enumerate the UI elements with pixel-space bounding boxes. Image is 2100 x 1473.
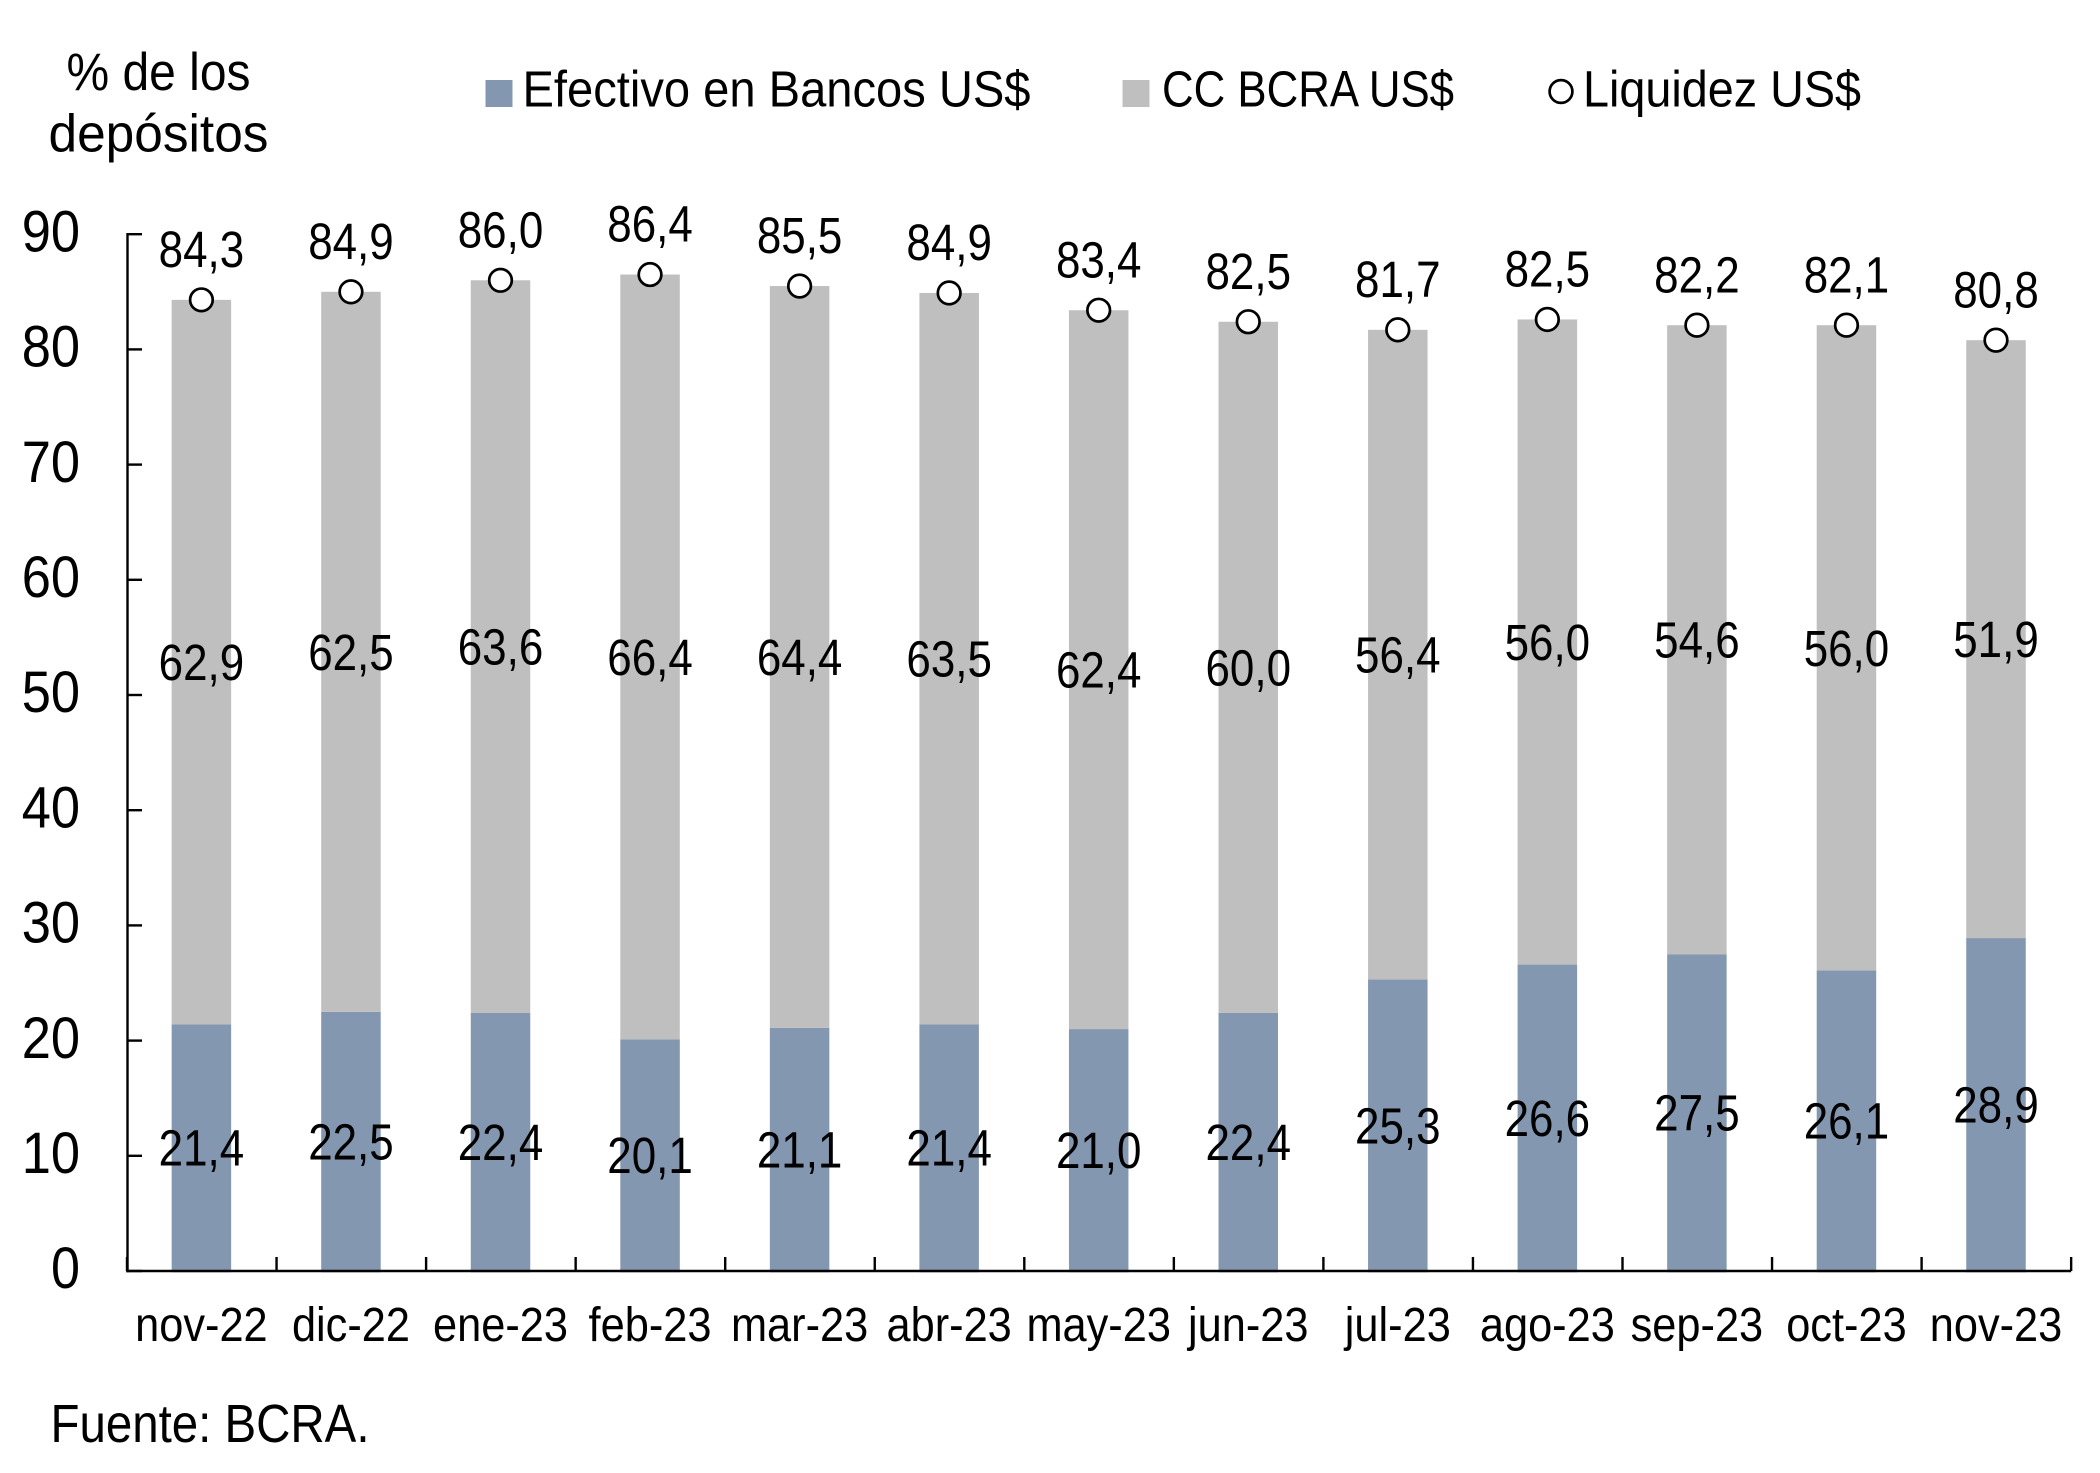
- svg-text:84,9: 84,9: [906, 214, 992, 271]
- svg-text:21,1: 21,1: [757, 1121, 843, 1178]
- svg-text:28,9: 28,9: [1953, 1077, 2039, 1134]
- svg-text:22,4: 22,4: [458, 1114, 544, 1171]
- svg-text:60,0: 60,0: [1206, 639, 1292, 696]
- svg-text:84,9: 84,9: [308, 213, 394, 270]
- svg-text:dic-22: dic-22: [292, 1298, 410, 1352]
- svg-text:21,4: 21,4: [159, 1120, 245, 1177]
- svg-text:nov-23: nov-23: [1930, 1298, 2063, 1352]
- svg-text:84,3: 84,3: [159, 221, 245, 278]
- svg-text:64,4: 64,4: [757, 629, 843, 686]
- svg-text:10: 10: [22, 1121, 80, 1186]
- svg-text:60: 60: [22, 545, 80, 610]
- svg-text:oct-23: oct-23: [1786, 1298, 1907, 1352]
- svg-text:66,4: 66,4: [607, 629, 693, 686]
- svg-text:81,7: 81,7: [1355, 251, 1441, 308]
- svg-text:feb-23: feb-23: [589, 1298, 712, 1352]
- svg-text:Efectivo en Bancos US$: Efectivo en Bancos US$: [523, 60, 1031, 117]
- svg-text:% de los: % de los: [67, 43, 251, 102]
- svg-text:63,6: 63,6: [458, 619, 544, 676]
- svg-text:21,0: 21,0: [1056, 1122, 1142, 1179]
- svg-text:62,4: 62,4: [1056, 642, 1142, 699]
- svg-text:56,0: 56,0: [1505, 614, 1591, 671]
- svg-text:26,1: 26,1: [1804, 1093, 1890, 1150]
- svg-text:82,1: 82,1: [1804, 246, 1890, 303]
- svg-text:22,5: 22,5: [308, 1113, 394, 1170]
- svg-text:ene-23: ene-23: [433, 1298, 568, 1352]
- svg-text:may-23: may-23: [1026, 1298, 1171, 1352]
- svg-text:54,6: 54,6: [1654, 612, 1740, 669]
- svg-text:63,5: 63,5: [906, 631, 992, 688]
- svg-text:82,2: 82,2: [1654, 246, 1740, 303]
- svg-text:56,4: 56,4: [1355, 627, 1441, 684]
- svg-text:CC BCRA US$: CC BCRA US$: [1162, 60, 1454, 117]
- svg-text:mar-23: mar-23: [731, 1298, 868, 1352]
- svg-text:62,5: 62,5: [308, 624, 394, 681]
- svg-text:83,4: 83,4: [1056, 231, 1142, 288]
- svg-text:86,4: 86,4: [607, 196, 693, 253]
- svg-text:jun-23: jun-23: [1186, 1298, 1308, 1352]
- svg-text:25,3: 25,3: [1355, 1097, 1441, 1154]
- svg-text:21,4: 21,4: [906, 1120, 992, 1177]
- svg-text:20,1: 20,1: [607, 1127, 693, 1184]
- svg-text:26,6: 26,6: [1505, 1090, 1591, 1147]
- svg-text:85,5: 85,5: [757, 207, 843, 264]
- svg-text:70: 70: [22, 430, 80, 495]
- svg-text:80: 80: [22, 315, 80, 380]
- svg-text:50: 50: [22, 660, 80, 725]
- svg-text:82,5: 82,5: [1206, 243, 1292, 300]
- svg-text:27,5: 27,5: [1654, 1085, 1740, 1142]
- svg-text:depósitos: depósitos: [49, 105, 269, 164]
- svg-text:ago-23: ago-23: [1480, 1298, 1615, 1352]
- svg-text:Liquidez US$: Liquidez US$: [1583, 60, 1861, 117]
- svg-text:82,5: 82,5: [1505, 241, 1591, 298]
- svg-text:62,9: 62,9: [159, 634, 245, 691]
- svg-text:90: 90: [22, 199, 80, 264]
- svg-text:nov-22: nov-22: [135, 1298, 268, 1352]
- svg-text:56,0: 56,0: [1804, 620, 1890, 677]
- svg-text:jul-23: jul-23: [1343, 1298, 1451, 1352]
- svg-text:abr-23: abr-23: [887, 1298, 1012, 1352]
- svg-text:51,9: 51,9: [1953, 611, 2039, 668]
- svg-text:0: 0: [51, 1236, 80, 1301]
- svg-text:Fuente: BCRA.: Fuente: BCRA.: [51, 1395, 370, 1454]
- svg-text:80,8: 80,8: [1953, 261, 2039, 318]
- svg-text:86,0: 86,0: [458, 201, 544, 258]
- svg-text:20: 20: [22, 1006, 80, 1071]
- svg-text:sep-23: sep-23: [1631, 1298, 1764, 1352]
- svg-text:30: 30: [22, 891, 80, 956]
- svg-text:22,4: 22,4: [1206, 1114, 1292, 1171]
- svg-text:40: 40: [22, 775, 80, 840]
